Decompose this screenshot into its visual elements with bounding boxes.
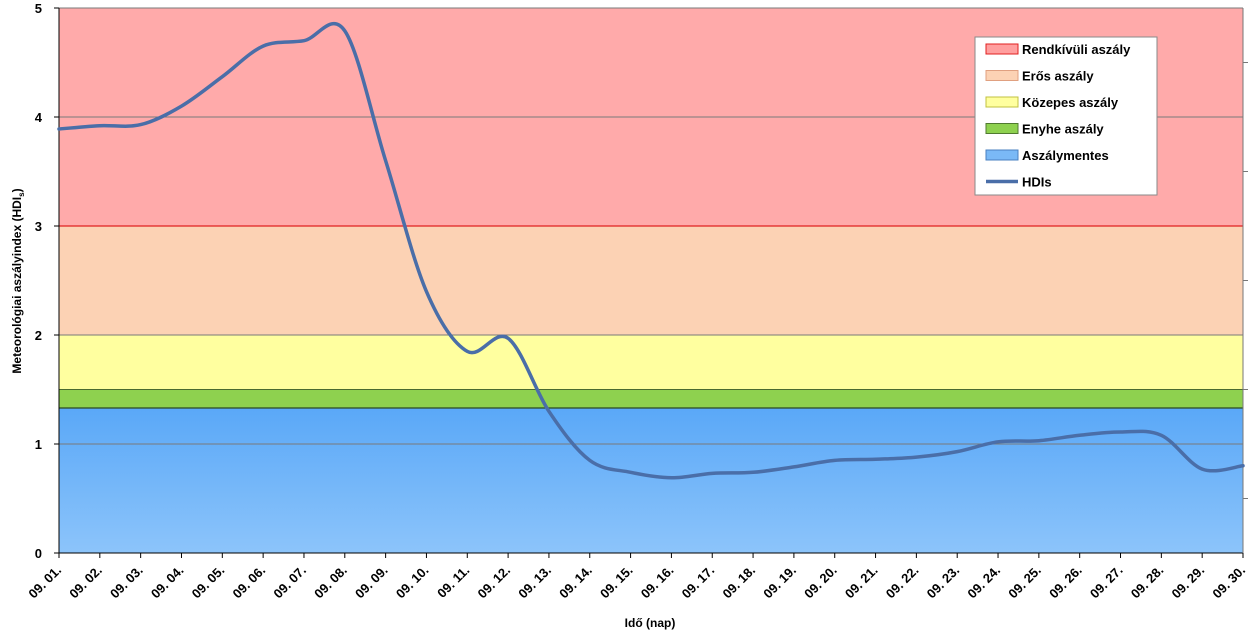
legend-item-aszalymentes-swatch bbox=[985, 149, 1019, 161]
y-tick-label: 1 bbox=[35, 437, 42, 452]
x-tick-label: 09. 20. bbox=[801, 563, 840, 602]
x-tick-label: 09. 27. bbox=[1087, 563, 1126, 602]
x-tick-label: 09. 24. bbox=[964, 563, 1003, 602]
legend-item-kozepes-aszaly-label: Közepes aszály bbox=[1022, 95, 1119, 110]
series-line-hdis bbox=[57, 22, 1245, 480]
legend-item-eros-aszaly-label: Erős aszály bbox=[1022, 69, 1094, 84]
x-axis-title: Idő (nap) bbox=[625, 616, 676, 630]
x-tick-label: 09. 25. bbox=[1005, 563, 1044, 602]
x-tick-label: 09. 07. bbox=[270, 563, 309, 602]
x-tick-label: 09. 10. bbox=[393, 563, 432, 602]
y-tick-label: 2 bbox=[35, 328, 42, 343]
x-tick-label: 09. 11. bbox=[434, 563, 472, 601]
x-tick-label: 09. 03. bbox=[107, 563, 146, 602]
y-tick-label: 0 bbox=[35, 546, 42, 561]
legend-item-enyhe-aszaly-label: Enyhe aszály bbox=[1022, 122, 1104, 137]
band-enyhe-aszaly bbox=[59, 389, 1243, 409]
x-tick-label: 09. 22. bbox=[883, 563, 922, 602]
x-tick-label: 09. 08. bbox=[311, 563, 350, 602]
band-eros-aszaly bbox=[59, 226, 1243, 335]
legend-item-rendkivuli-aszaly-label: Rendkívüli aszály bbox=[1022, 42, 1131, 57]
x-tick-label: 09. 23. bbox=[924, 563, 963, 602]
x-tick-label: 09. 28. bbox=[1128, 563, 1167, 602]
y-tick-label: 5 bbox=[35, 1, 42, 16]
axes bbox=[54, 7, 1248, 558]
band-aszalymentes bbox=[59, 408, 1243, 553]
y-tick-label: 3 bbox=[35, 219, 42, 234]
y-axis-title-end: ) bbox=[10, 188, 24, 192]
x-tick-label: 09. 19. bbox=[760, 563, 799, 602]
band-kozepes-aszaly bbox=[59, 335, 1243, 390]
y-axis-title: Meteorológiai aszályindex (HDIs) bbox=[10, 188, 26, 373]
x-tick-label: 09. 17. bbox=[679, 563, 718, 602]
x-tick-label: 09. 02. bbox=[66, 563, 105, 602]
x-tick-label: 09. 06. bbox=[230, 563, 269, 602]
legend-item-enyhe-aszaly-swatch bbox=[985, 123, 1019, 134]
x-tick-label: 09. 05. bbox=[189, 563, 228, 602]
y-axis-title-main: Meteorológiai aszályindex (HDI bbox=[10, 197, 24, 374]
legend-box bbox=[974, 36, 1158, 196]
legend-item-kozepes-aszaly-swatch bbox=[985, 96, 1019, 108]
x-tick-label: 09. 13. bbox=[515, 563, 554, 602]
y-axis-title-sub: s bbox=[17, 192, 26, 197]
x-tick-label: 09. 09. bbox=[352, 563, 391, 602]
legend-item-hdis-label: HDIs bbox=[1022, 175, 1052, 190]
x-tick-label: 09. 26. bbox=[1046, 563, 1085, 602]
x-tick-label: 09. 21. bbox=[842, 563, 881, 602]
x-tick-label: 09. 14. bbox=[556, 563, 595, 602]
x-tick-label: 09. 18. bbox=[719, 563, 758, 602]
x-tick-label: 09. 16. bbox=[638, 563, 677, 602]
y-tick-labels: 0 1 2 3 4 5 bbox=[35, 1, 43, 561]
x-tick-labels: 09. 01. 09. 02. 09. 03. 09. 04. 09. 05. 09. 0… bbox=[25, 563, 1248, 602]
x-tick-label: 09. 12. bbox=[474, 563, 513, 602]
y-tick-label: 4 bbox=[35, 110, 43, 125]
legend-item-aszalymentes-label: Aszálymentes bbox=[1022, 148, 1109, 163]
legend: Rendkívüli aszály Erős aszály Közepes aszá… bbox=[974, 36, 1158, 196]
x-tick-label: 09. 15. bbox=[597, 563, 636, 602]
x-tick-label: 09. 01. bbox=[25, 563, 64, 602]
legend-item-eros-aszaly-swatch bbox=[985, 70, 1019, 81]
series-layer bbox=[57, 22, 1245, 480]
x-tick-label: 09. 30. bbox=[1209, 563, 1248, 602]
legend-item-rendkivuli-aszaly-swatch bbox=[985, 43, 1019, 55]
x-tick-label: 09. 04. bbox=[148, 563, 187, 602]
x-tick-label: 09. 29. bbox=[1169, 563, 1208, 602]
